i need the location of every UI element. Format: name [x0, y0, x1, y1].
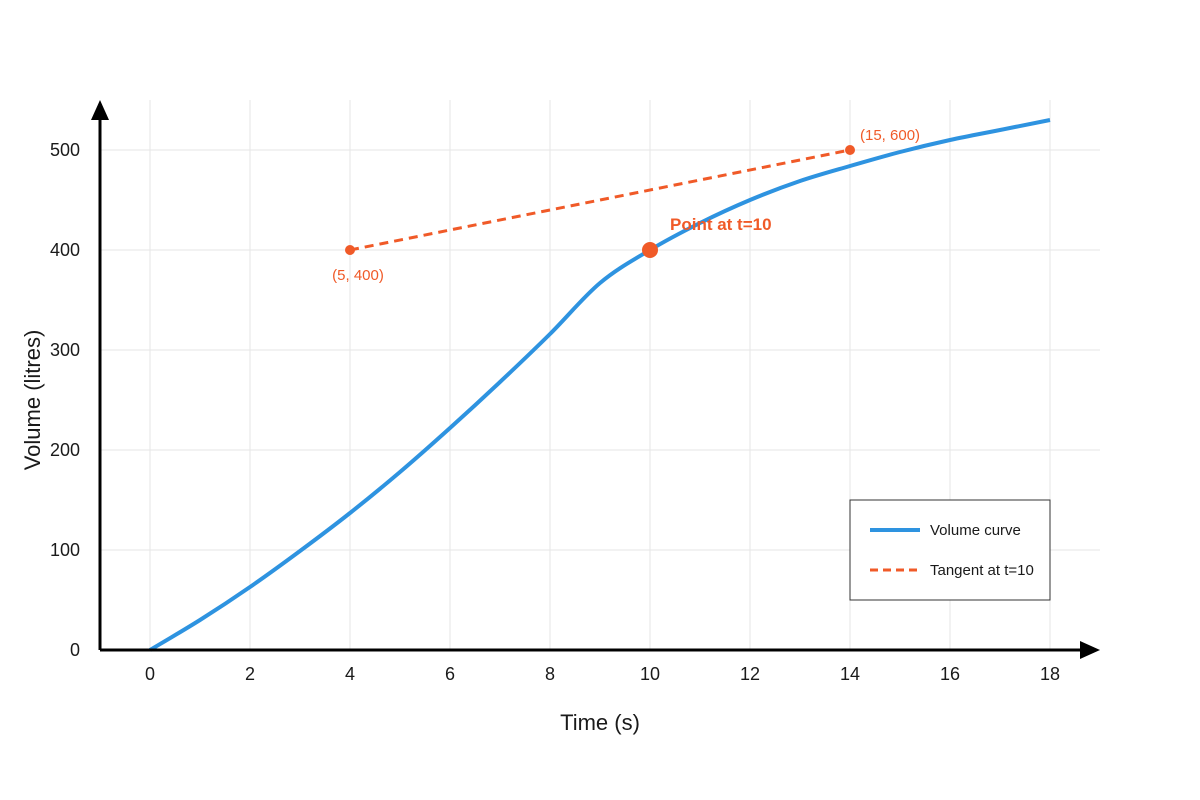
x-tick-label: 14 — [840, 664, 860, 684]
annotation-marker — [845, 145, 855, 155]
y-tick-label: 0 — [70, 640, 80, 660]
y-axis-arrow-icon — [91, 100, 109, 120]
x-tick-label: 2 — [245, 664, 255, 684]
series-line-volume-curve — [148, 118, 1051, 652]
x-tick-label: 6 — [445, 664, 455, 684]
legend-box — [849, 499, 1051, 601]
x-axis-title: Time (s) — [560, 710, 640, 735]
annotation-label: (5, 400) — [332, 267, 384, 284]
annotation-label: Point at t=10 — [670, 215, 772, 234]
x-tick-label: 4 — [345, 664, 355, 684]
x-tick-label: 16 — [940, 664, 960, 684]
annotation-marker — [345, 245, 355, 255]
annotations: Point at t=10 (5, 400) (15, 600) — [332, 127, 920, 284]
y-tick-label: 500 — [50, 140, 80, 160]
y-tick-label: 300 — [50, 340, 80, 360]
x-tick-label: 18 — [1040, 664, 1060, 684]
legend: Volume curve Tangent at t=10 — [849, 499, 1051, 601]
y-tick-label: 400 — [50, 240, 80, 260]
y-tick-label: 200 — [50, 440, 80, 460]
x-tick-label: 12 — [740, 664, 760, 684]
x-tick-label: 8 — [545, 664, 555, 684]
plot-area — [148, 118, 1051, 652]
y-tick-label: 100 — [50, 540, 80, 560]
tick-labels: 0 2 4 6 8 10 12 14 16 18 0 100 200 300 400 500 — [50, 140, 1060, 684]
annotation-marker — [642, 242, 658, 258]
annotation-label: (15, 600) — [860, 127, 920, 144]
x-axis-arrow-icon — [1080, 641, 1100, 659]
x-tick-label: 10 — [640, 664, 660, 684]
legend-label-volume-curve: Volume curve — [930, 522, 1021, 539]
axes — [91, 100, 1100, 659]
series-line-tangent — [349, 148, 851, 252]
x-tick-label: 0 — [145, 664, 155, 684]
legend-label-tangent: Tangent at t=10 — [930, 562, 1034, 579]
y-axis-title: Volume (litres) — [20, 330, 45, 471]
